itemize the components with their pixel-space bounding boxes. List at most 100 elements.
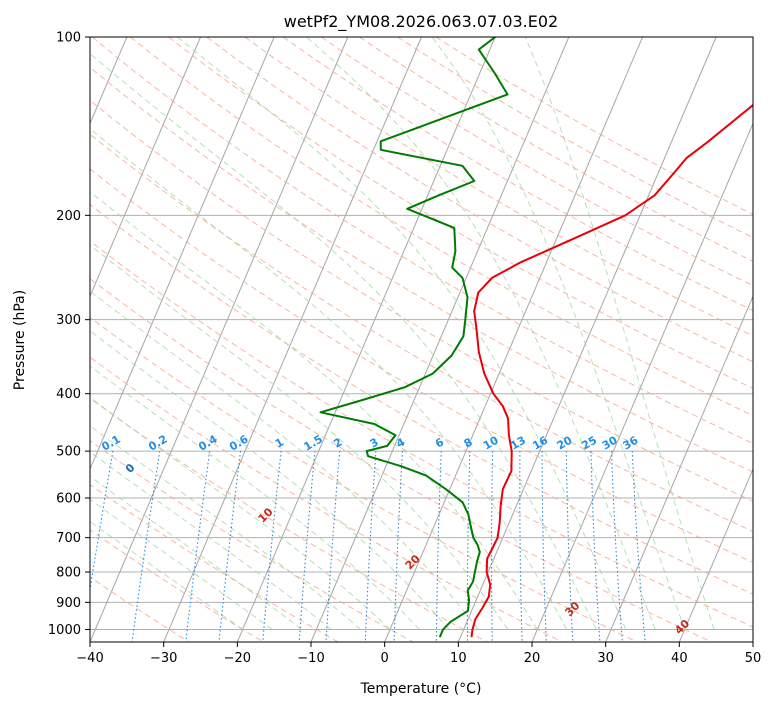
y-tick-label: 600 (56, 492, 81, 507)
mixing-ratio-line (298, 451, 316, 642)
mixing-ratio-line (490, 451, 494, 642)
mixing-ratio-line (631, 451, 646, 642)
dry-adiabat-line (91, 37, 753, 445)
x-tick-label: 20 (524, 651, 541, 666)
x-tick-label: 10 (450, 651, 467, 666)
y-tick-label: 700 (56, 531, 81, 546)
mixing-ratio-line (185, 451, 211, 642)
mixing-ratio-line (519, 451, 523, 642)
mixing-ratio-line (541, 451, 547, 642)
temperature-line (470, 103, 753, 638)
moist-adiabat-line (90, 330, 450, 630)
adiabat-label: 20 (403, 552, 423, 572)
dry-adiabat-line (90, 133, 753, 533)
dry-adiabat-line (90, 576, 190, 642)
isotherm-line (605, 295, 753, 642)
x-tick-label: 50 (745, 651, 762, 666)
adiabat-label: 0 (123, 461, 138, 476)
isotherm-line (678, 467, 753, 642)
x-tick-label: −10 (297, 651, 324, 666)
dry-adiabat-line (90, 203, 753, 595)
isotherm-line (163, 37, 422, 642)
moist-adiabat-line (90, 451, 332, 630)
isotherm-line (531, 122, 753, 642)
mixing-ratio-line (364, 451, 377, 642)
dry-adiabat-line (90, 240, 753, 628)
mixing-ratio-line (435, 451, 442, 642)
x-tick-label: 0 (381, 651, 389, 666)
moist-adiabat-line (306, 37, 656, 630)
moist-adiabat-line (90, 244, 509, 630)
dry-adiabat-line (90, 529, 264, 642)
y-tick-label: 500 (56, 445, 81, 460)
dry-adiabat-line (90, 397, 488, 642)
moist-adiabat-line (90, 128, 568, 630)
mixing-ratio-line (466, 451, 471, 642)
dry-adiabat-line (90, 168, 753, 563)
mixing-ratio-line (393, 451, 404, 642)
moist-adiabat-line (90, 475, 302, 630)
dry-adiabat-line (168, 37, 753, 389)
plot-frame (89, 36, 754, 643)
mixing-ratio-label: 0.2 (146, 433, 169, 454)
sounding-series (319, 37, 753, 638)
dewpoint-line (319, 37, 509, 638)
mixing-ratio-label: 20 (555, 433, 575, 452)
mixing-ratio-label: 8 (462, 436, 475, 451)
x-tick-label: 40 (671, 651, 688, 666)
mixing-ratio-label: 16 (530, 433, 550, 452)
dry-adiabat-line (90, 316, 638, 642)
mixing-ratio-line (131, 451, 161, 642)
dry-adiabat-line (359, 37, 753, 262)
x-tick-label: −30 (150, 651, 177, 666)
x-tick-label: −20 (224, 651, 251, 666)
moist-adiabat-line (90, 498, 273, 630)
dry-adiabat-line (90, 440, 414, 642)
y-tick-label: 100 (56, 31, 81, 46)
mixing-ratio-label: 1 (273, 436, 286, 451)
dry-adiabat-line (206, 37, 753, 363)
mixing-ratio-label: 1.5 (301, 433, 324, 454)
moist-adiabat-line (90, 396, 391, 630)
dry-adiabat-line (90, 483, 339, 642)
y-tick-label: 1000 (48, 623, 81, 638)
isotherm-line (752, 640, 753, 642)
mixing-ratio-line (610, 451, 623, 642)
chart-title: wetPf2_YM08.2026.063.07.03.E02 (284, 12, 558, 32)
background-lines (90, 37, 753, 642)
x-axis-label: Temperature (°C) (360, 681, 482, 697)
isotherm-line (90, 37, 275, 471)
mixing-ratio-label: 4 (394, 435, 407, 450)
moist-adiabat-line (431, 37, 686, 630)
dry-adiabat-line (90, 66, 753, 473)
mixing-ratio-line (90, 451, 114, 594)
mixing-ratio-label: 6 (433, 435, 446, 450)
dry-adiabat-line (282, 37, 753, 312)
adiabat-label: 40 (672, 617, 692, 637)
moist-adiabat-line (90, 52, 597, 630)
mixing-ratio-line (218, 451, 242, 642)
mixing-ratio-label: 36 (621, 433, 641, 452)
mixing-ratio-label: 25 (579, 434, 599, 453)
adiabat-label: 10 (256, 505, 276, 525)
mixing-ratio-label: 30 (600, 433, 620, 452)
x-tick-label: −40 (76, 651, 103, 666)
mixing-ratio-line (325, 451, 341, 642)
moist-adiabat-line (177, 37, 627, 630)
y-tick-label: 800 (56, 566, 81, 581)
isotherm-line (90, 37, 349, 642)
mixing-ratio-label: 0.4 (196, 432, 220, 453)
isotherm-line (236, 37, 496, 642)
moist-adiabat-line (90, 425, 361, 630)
moist-adiabat-line (90, 520, 243, 630)
isotherm-line (457, 37, 717, 642)
y-tick-label: 900 (56, 596, 81, 611)
y-tick-label: 300 (56, 313, 81, 328)
isotherm-line (384, 37, 643, 642)
dry-adiabat-line (90, 278, 712, 642)
y-tick-label: 200 (56, 209, 81, 224)
mixing-ratio-label: 10 (481, 433, 501, 452)
x-tick-label: 30 (597, 651, 614, 666)
